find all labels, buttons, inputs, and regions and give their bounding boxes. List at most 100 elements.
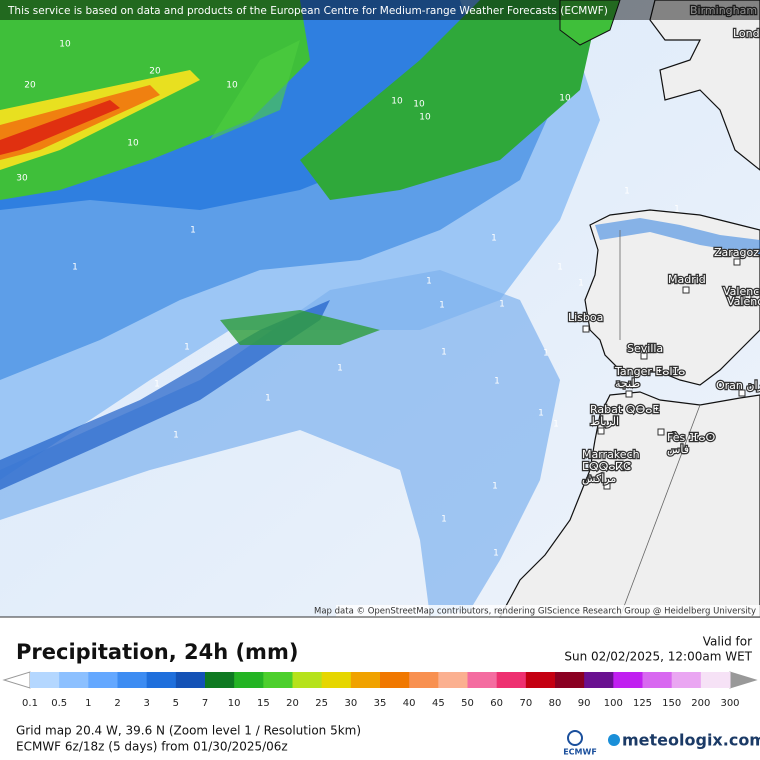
legend-label: 1 (85, 698, 91, 709)
city-dot (682, 286, 690, 294)
ecmwf-logo: ECMWF (563, 748, 597, 757)
contour-label: 1 (491, 234, 497, 244)
legend-swatch (642, 672, 673, 688)
legend-swatch (671, 672, 702, 688)
legend-label: 125 (633, 698, 652, 709)
city-label: Valenc (727, 295, 760, 308)
legend-swatch (205, 672, 235, 688)
contour-label: 1 (426, 277, 432, 287)
contour-label: 1 (674, 205, 680, 215)
city-label: Tanger ⵟⴰⵏⵊⴰ (614, 365, 685, 378)
city-label: Fès ⴼⴰⵙ (667, 431, 715, 444)
city-label: Valenc (723, 285, 759, 298)
legend-label: 25 (315, 698, 328, 709)
city-dot (744, 292, 752, 300)
legend-swatch (700, 672, 731, 688)
city-label: Oran وهران (716, 379, 760, 392)
city-label: Birmingham (690, 4, 757, 17)
legend-swatch (496, 672, 527, 688)
legend-swatch (438, 672, 468, 688)
contour-label: 10 (127, 139, 139, 149)
legend-label: 70 (519, 698, 532, 709)
legend-swatch (380, 672, 410, 688)
map (0, 0, 760, 618)
attribution: Map data © OpenStreetMap contributors, r… (314, 607, 756, 617)
contour-label: 1 (553, 420, 559, 430)
contour-label: 1 (494, 377, 500, 387)
city-dot (733, 258, 741, 266)
contour-label: 1 (72, 263, 78, 273)
legend-swatch (467, 672, 498, 688)
model-info: ECMWF 6z/18z (5 days) from 01/30/2025/06… (16, 740, 288, 754)
legend-label: 45 (432, 698, 445, 709)
contour-label: 20 (149, 67, 161, 77)
city-dot (625, 390, 633, 398)
city-dot (603, 482, 611, 490)
valid-label: Valid for (703, 635, 752, 649)
contour-label: 1 (439, 301, 445, 311)
legend-swatch (175, 672, 206, 688)
legend-label: 35 (374, 698, 387, 709)
city-label: Zaragoz (714, 246, 759, 259)
contour-label: 20 (24, 81, 36, 91)
legend-swatch (292, 672, 323, 688)
city-label: Lond (733, 27, 760, 40)
contour-label: 1 (538, 409, 544, 419)
legend-swatch (263, 672, 293, 688)
contour-label: 1 (557, 263, 563, 273)
legend-label: 300 (720, 698, 739, 709)
contour-label: 1 (624, 187, 630, 197)
contour-label: 1 (173, 431, 179, 441)
legend-label: 100 (604, 698, 623, 709)
legend-label: 20 (286, 698, 299, 709)
brand[interactable]: meteologix.com (622, 731, 760, 750)
legend-label: 200 (691, 698, 710, 709)
legend-label: 15 (257, 698, 270, 709)
legend-label: 3 (143, 698, 149, 709)
city-dot (640, 352, 648, 360)
contour-label: 1 (265, 394, 271, 404)
city-label: فاس (667, 443, 689, 456)
legend-label: 0.5 (51, 698, 67, 709)
title: Precipitation, 24h (mm) (16, 640, 298, 664)
city-label: Lisboa (568, 311, 603, 324)
legend-swatch (613, 672, 643, 688)
legend-swatch (30, 672, 60, 688)
contour-label: 10 (413, 100, 425, 110)
contour-label: 1 (441, 515, 447, 525)
contour-label: 30 (16, 174, 28, 184)
legend-swatch (584, 672, 614, 688)
banner-bg (0, 0, 760, 20)
legend-label: 10 (228, 698, 241, 709)
legend-swatch (525, 672, 556, 688)
contour-label: 10 (391, 97, 403, 107)
legend-swatch (146, 672, 177, 688)
legend-swatch (59, 672, 89, 688)
legend-swatch (555, 672, 585, 688)
grid-info: Grid map 20.4 W, 39.6 N (Zoom level 1 / … (16, 724, 361, 738)
attribution-bg (336, 605, 760, 617)
legend-swatch (234, 672, 264, 688)
valid-time: Sun 02/02/2025, 12:00am WET (564, 650, 752, 664)
legend-label: 150 (662, 698, 681, 709)
contour-label: 1 (184, 343, 190, 353)
contour-label: 1 (578, 279, 584, 289)
city-dot (738, 389, 746, 397)
contour-label: 10 (226, 81, 238, 91)
contour-label: 1 (441, 348, 447, 358)
city-label: Madrid (668, 273, 706, 286)
legend: 0.1 0.5 1 2 3 5 7 10 15 20 25 30 35 40 45 50 60 70 80 90 100… (22, 672, 740, 709)
banner: This service is based on data and produc… (7, 5, 608, 17)
legend-label: 5 (173, 698, 179, 709)
legend-label: 90 (578, 698, 591, 709)
contour-label: 1 (154, 380, 160, 390)
legend-label: 40 (403, 698, 416, 709)
legend-label: 80 (549, 698, 562, 709)
city-label: الرباط (590, 415, 619, 428)
legend-label: 50 (461, 698, 474, 709)
city-dot (657, 428, 665, 436)
contour-label: 1 (493, 549, 499, 559)
legend-label: 30 (344, 698, 357, 709)
city-label: Marrakech (582, 448, 640, 461)
